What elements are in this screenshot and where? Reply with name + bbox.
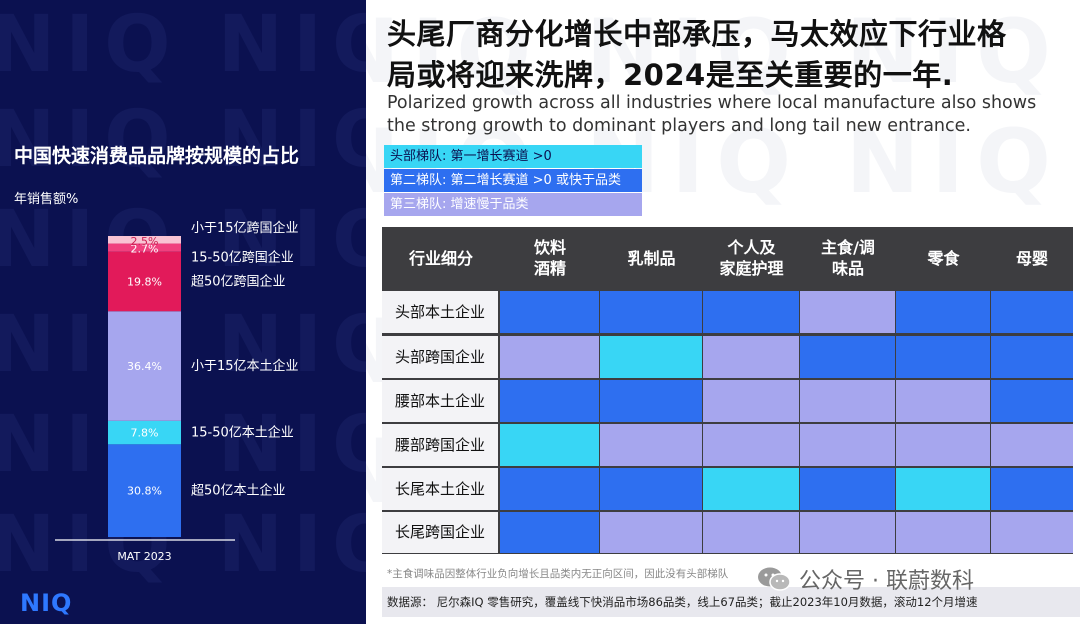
segment-name: 小于15亿本土企业 <box>191 358 299 374</box>
left-panel: NIQ NIQ NIQ NIQ NIQ NIQ NIQ NIQ NIQ NIQ … <box>0 0 366 624</box>
corner-header: 行业细分 <box>408 249 473 268</box>
heatmap-cell <box>500 424 599 466</box>
column-header: 个人及 家庭护理 <box>719 238 784 278</box>
heatmap-cell <box>600 336 702 378</box>
wechat-icon <box>758 567 791 591</box>
heatmap-cell <box>991 380 1073 422</box>
watermark-row: NIQ NIQ NIQ <box>366 0 1063 103</box>
heatmap-cell <box>991 424 1073 466</box>
bar-segment <box>108 444 181 537</box>
row-label: 腰部跨国企业 <box>382 424 498 466</box>
wechat-watermark: 公众号 · 联蔚数科 <box>757 563 974 595</box>
growth-heatmap-table: 行业细分 饮料 酒精 乳制品 个人及 家庭护理 主食/调 味品 零食 母婴头部本土企业 头部跨国企… <box>382 227 1073 554</box>
title-line: 局或将迎来洗牌，2024是至关重要的一年. <box>387 58 954 92</box>
footnote: *主食调味品因整体行业负向增长且品类内无正向区间，因此没有头部梯队 <box>387 568 729 580</box>
page-subtitle: Polarized growth across all industries w… <box>387 92 1080 138</box>
legend-tier-2: 第二梯队: 第二增长赛道 >0 或快于品类 <box>384 169 642 192</box>
heatmap-cell <box>600 468 702 510</box>
heatmap-cell <box>500 336 599 378</box>
heatmap-cell <box>896 291 990 333</box>
heatmap-cell <box>600 424 702 466</box>
heatmap-cell <box>703 291 799 333</box>
heatmap-cell <box>800 291 895 333</box>
heatmap-cell <box>703 468 799 510</box>
heatmap-cell <box>896 424 990 466</box>
row-label: 头部跨国企业 <box>382 336 498 378</box>
row-label: 头部本土企业 <box>382 291 498 333</box>
stacked-bar-chart: 30.8% 超50亿本土企业 7.8% 15-50亿本土企业 36.4% 小于15亿本土企… <box>55 220 299 563</box>
data-label: 7.8% <box>131 427 159 440</box>
segment-name: 超50亿跨国企业 <box>191 273 286 289</box>
niq-logo: NIQ <box>20 589 73 617</box>
data-label: 36.4% <box>127 360 162 373</box>
heatmap-cell <box>991 336 1073 378</box>
heatmap-cell <box>703 380 799 422</box>
bar-segment <box>108 420 181 445</box>
bar-segment <box>108 311 181 421</box>
heatmap-cell <box>703 336 799 378</box>
heatmap-cell <box>991 291 1073 333</box>
wechat-label: 公众号 · 联蔚数科 <box>799 569 974 594</box>
heatmap-cell <box>800 512 895 553</box>
category-label: MAT 2023 <box>117 550 171 563</box>
heatmap-cell <box>800 424 895 466</box>
heatmap-cell <box>991 512 1073 553</box>
watermark-row: NIQ NIQ NIQ <box>0 0 366 90</box>
heatmap-cell <box>703 424 799 466</box>
chart-title: 中国快速消费品品牌按规模的占比 <box>14 145 300 167</box>
row-label: 长尾本土企业 <box>382 468 498 510</box>
heatmap-cell <box>703 512 799 553</box>
legend-tier-3: 第三梯队: 增速慢于品类 <box>384 193 642 216</box>
page-title: 头尾厂商分化增长中部承压，马太效应下行业格 局或将迎来洗牌，2024是至关重要的… <box>387 14 1077 96</box>
heatmap-cell <box>600 380 702 422</box>
heatmap-cell <box>896 336 990 378</box>
column-header: 母婴 <box>1015 249 1048 268</box>
segment-name: 小于15亿跨国企业 <box>191 220 299 236</box>
heatmap-cell <box>500 468 599 510</box>
subtitle-line: the strong growth to dominant players an… <box>387 116 971 136</box>
heatmap-cell <box>800 336 895 378</box>
watermark-row: NIQ NIQ NIQ <box>0 95 366 185</box>
heatmap-cell <box>896 468 990 510</box>
segment-name: 超50亿本土企业 <box>191 483 286 499</box>
segment-name: 15-50亿本土企业 <box>191 425 294 441</box>
heatmap-cell <box>600 512 702 553</box>
heatmap-cell <box>800 468 895 510</box>
row-label: 腰部本土企业 <box>382 380 498 422</box>
heatmap-cell <box>500 512 599 553</box>
heatmap-cell <box>896 512 990 553</box>
source-text: 数据源： 尼尔森IQ 零售研究，覆盖线下快消品市场86品类，线上67品类；截止2… <box>387 595 978 609</box>
heatmap-cell <box>600 291 702 333</box>
legend-tier-1: 头部梯队: 第一增长赛道 >0 <box>384 145 642 168</box>
column-header: 主食/调 味品 <box>821 238 875 278</box>
row-label: 长尾跨国企业 <box>382 512 498 553</box>
chart-subtitle: 年销售额% <box>14 192 79 207</box>
heatmap-cell <box>991 468 1073 510</box>
bar-segment <box>108 236 181 244</box>
data-label: 2.7% <box>131 243 159 256</box>
data-label: 30.8% <box>127 485 162 498</box>
heatmap-cell <box>800 380 895 422</box>
heatmap-cell <box>500 291 599 333</box>
heatmap-cell <box>500 380 599 422</box>
subtitle-line: Polarized growth across all industries w… <box>387 93 1037 113</box>
bar-segment <box>108 251 181 312</box>
bar-segment <box>108 243 181 252</box>
column-header: 饮料 酒精 <box>533 238 566 278</box>
data-label: 2.5% <box>131 235 159 248</box>
column-header: 乳制品 <box>627 249 676 268</box>
column-header: 零食 <box>927 249 960 268</box>
title-line: 头尾厂商分化增长中部承压，马太效应下行业格 <box>387 17 1007 51</box>
heatmap-cell <box>896 380 990 422</box>
segment-name: 15-50亿跨国企业 <box>191 250 294 266</box>
data-label: 19.8% <box>127 275 162 288</box>
source-bar <box>382 587 1080 617</box>
